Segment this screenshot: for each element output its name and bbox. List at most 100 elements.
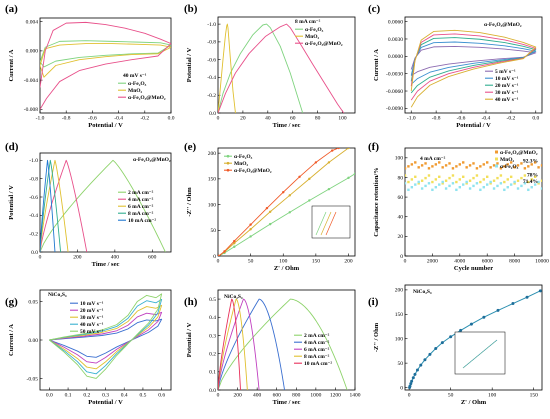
y-tick-label: 200 — [395, 288, 404, 294]
data-point — [233, 241, 236, 245]
data-point — [482, 178, 485, 181]
x-axis-label: Z' / Ohm — [274, 265, 300, 272]
data-point — [492, 179, 496, 182]
data-point — [327, 161, 331, 164]
data-point — [410, 178, 414, 181]
data-point — [533, 161, 537, 164]
x-tick-label: 6000 — [482, 259, 493, 265]
y-tick-label: 0.004 — [26, 19, 39, 25]
panel-label: (f) — [368, 141, 379, 153]
data-point — [472, 176, 475, 180]
data-point — [527, 188, 530, 192]
x-tick-label: 400 — [111, 255, 120, 261]
x-tick-label: -1.0 — [36, 116, 45, 122]
y-tick-label: -0.2 — [29, 231, 38, 237]
x-tick-label: 4000 — [454, 259, 465, 265]
data-point — [458, 178, 461, 181]
legend-entry: 40 mV s⁻¹ — [80, 322, 104, 328]
y-axis-label: Capacitance retention/% — [373, 167, 380, 236]
y-tick-label: -1.0 — [207, 22, 216, 28]
panel-label: (a) — [5, 3, 18, 15]
data-point — [475, 182, 479, 185]
inset-series — [462, 339, 498, 369]
y-tick-label: -0.6 — [207, 57, 216, 63]
y-tick-label: 50 — [211, 228, 217, 234]
data-point — [516, 187, 520, 190]
data-point — [540, 164, 542, 167]
data-point — [265, 206, 269, 210]
data-point — [475, 174, 479, 177]
data-point — [458, 163, 461, 166]
panel-label: (c) — [368, 3, 381, 15]
data-point — [525, 295, 529, 299]
data-point — [431, 165, 434, 168]
data-point — [482, 186, 485, 189]
y-tick-label: 100 — [395, 156, 404, 162]
panel-title: NiCo₂S₄ — [224, 294, 243, 300]
y-axis-label: Potential / V — [186, 47, 193, 82]
data-point — [223, 250, 226, 253]
y-tick-label: 0.00 — [28, 338, 38, 344]
data-point — [407, 188, 410, 192]
data-point — [503, 165, 506, 168]
data-point — [249, 228, 252, 231]
data-point — [509, 161, 513, 164]
data-point — [414, 175, 417, 178]
series-line — [410, 33, 537, 101]
data-point — [489, 182, 492, 185]
legend-entry: 2 mA cm⁻² — [304, 333, 330, 339]
data-point — [330, 149, 334, 152]
y-axis-label: Current / A — [373, 49, 380, 81]
data-point — [496, 176, 499, 180]
y-tick-label: 0 — [400, 385, 403, 391]
y-tick-label: 0.5 — [209, 297, 216, 303]
data-point — [431, 180, 434, 184]
data-point — [499, 182, 503, 185]
x-tick-label: 0 — [404, 259, 407, 265]
y-axis-label: Potential / V — [8, 185, 15, 220]
data-point — [520, 176, 523, 180]
y-axis-label: Current / A — [8, 49, 15, 81]
legend-entry: 4 mA cm⁻² — [128, 197, 154, 203]
y-tick-label: 0.0060 — [388, 19, 403, 25]
data-point — [462, 175, 465, 178]
data-point — [462, 161, 465, 164]
y-tick-label: -0.0030 — [386, 71, 403, 77]
data-point — [455, 180, 458, 184]
y-tick-label: 0 — [213, 254, 216, 260]
panel-b: (b) 0 20 40 60 80 100 0.0 -0.2 -0.4 -0.6 -0.8 -1.0 Ti… — [184, 3, 356, 129]
x-axis-label: Cycle number — [454, 265, 493, 272]
data-point — [410, 186, 414, 189]
x-tick-label: 0 — [217, 259, 220, 265]
data-point — [479, 188, 482, 192]
x-axis-label: Potential / V — [88, 399, 123, 406]
data-point — [327, 187, 331, 191]
x-tick-label: 100 — [488, 393, 497, 399]
data-point — [407, 165, 410, 168]
x-tick-label: -0.4 — [114, 116, 123, 122]
data-point — [427, 167, 431, 170]
data-point — [455, 165, 458, 168]
x-tick-label: 10000 — [535, 259, 549, 265]
data-point — [282, 191, 285, 194]
series-line — [218, 173, 355, 256]
data-point — [420, 187, 424, 190]
data-point — [465, 166, 468, 169]
x-tick-label: 600 — [273, 393, 282, 399]
x-tick-label: 50 — [448, 393, 454, 399]
data-point — [438, 161, 441, 164]
series-line — [218, 23, 304, 113]
data-point — [410, 379, 414, 383]
panel-e: (e) 0 50 100 150 200 0 50 100 150 200 Z' / Ohm -Z'' … — [184, 141, 356, 272]
data-point — [540, 179, 542, 182]
data-point — [405, 174, 407, 177]
series-line — [218, 23, 345, 113]
end-label: 78% — [527, 172, 538, 178]
legend-entry: 2 mA cm⁻² — [128, 190, 154, 196]
y-tick-label: -0.6 — [29, 195, 38, 201]
legend-marker — [226, 161, 230, 165]
y-tick-label: 150 — [395, 312, 404, 318]
legend-entry: MnO₂ — [128, 88, 143, 94]
y-tick-label: 0.1 — [209, 370, 216, 376]
